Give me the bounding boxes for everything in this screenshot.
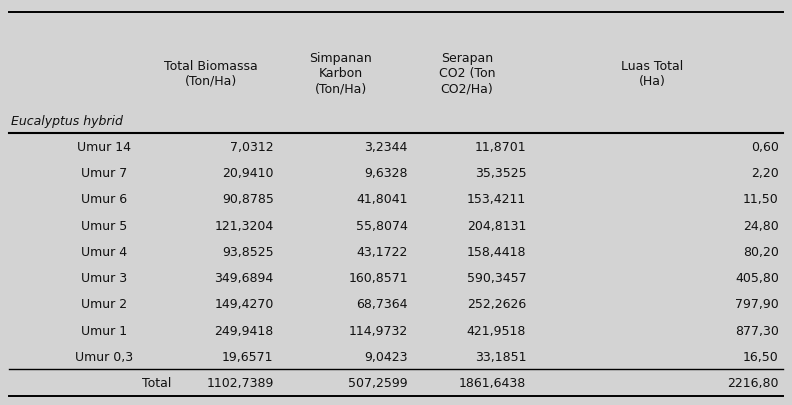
Text: Umur 6: Umur 6 bbox=[81, 193, 127, 206]
Text: Umur 1: Umur 1 bbox=[81, 324, 127, 337]
Text: Simpanan
Karbon
(Ton/Ha): Simpanan Karbon (Ton/Ha) bbox=[310, 52, 372, 95]
Text: 41,8041: 41,8041 bbox=[356, 193, 408, 206]
Text: Umur 2: Umur 2 bbox=[81, 298, 127, 311]
Text: 2216,80: 2216,80 bbox=[727, 376, 779, 389]
Text: Total: Total bbox=[142, 376, 171, 389]
Text: Luas Total
(Ha): Luas Total (Ha) bbox=[622, 60, 683, 88]
Text: 405,80: 405,80 bbox=[735, 271, 779, 284]
Text: 1861,6438: 1861,6438 bbox=[459, 376, 526, 389]
Text: 93,8525: 93,8525 bbox=[222, 245, 274, 258]
Text: 11,8701: 11,8701 bbox=[474, 141, 526, 153]
Text: 590,3457: 590,3457 bbox=[466, 271, 526, 284]
Text: 19,6571: 19,6571 bbox=[223, 350, 274, 363]
Text: 55,8074: 55,8074 bbox=[356, 219, 408, 232]
Text: Umur 0,3: Umur 0,3 bbox=[75, 350, 133, 363]
Text: 507,2599: 507,2599 bbox=[348, 376, 408, 389]
Text: 153,4211: 153,4211 bbox=[467, 193, 526, 206]
Text: Umur 3: Umur 3 bbox=[81, 271, 127, 284]
Text: 797,90: 797,90 bbox=[735, 298, 779, 311]
Text: 7,0312: 7,0312 bbox=[230, 141, 274, 153]
Text: 252,2626: 252,2626 bbox=[467, 298, 526, 311]
Text: 3,2344: 3,2344 bbox=[364, 141, 408, 153]
Text: 421,9518: 421,9518 bbox=[466, 324, 526, 337]
Text: 9,0423: 9,0423 bbox=[364, 350, 408, 363]
Text: 43,1722: 43,1722 bbox=[356, 245, 408, 258]
Text: 20,9410: 20,9410 bbox=[223, 167, 274, 180]
Text: 9,6328: 9,6328 bbox=[364, 167, 408, 180]
Text: 0,60: 0,60 bbox=[751, 141, 779, 153]
Text: 149,4270: 149,4270 bbox=[215, 298, 274, 311]
Text: Umur 14: Umur 14 bbox=[77, 141, 131, 153]
Text: 68,7364: 68,7364 bbox=[356, 298, 408, 311]
Text: Total Biomassa
(Ton/Ha): Total Biomassa (Ton/Ha) bbox=[164, 60, 257, 88]
Text: 16,50: 16,50 bbox=[743, 350, 779, 363]
Text: 2,20: 2,20 bbox=[751, 167, 779, 180]
Text: 90,8785: 90,8785 bbox=[222, 193, 274, 206]
Text: 121,3204: 121,3204 bbox=[215, 219, 274, 232]
Text: 24,80: 24,80 bbox=[743, 219, 779, 232]
Text: 160,8571: 160,8571 bbox=[348, 271, 408, 284]
Text: 877,30: 877,30 bbox=[735, 324, 779, 337]
Text: 249,9418: 249,9418 bbox=[215, 324, 274, 337]
Text: 114,9732: 114,9732 bbox=[348, 324, 408, 337]
Text: Eucalyptus hybrid: Eucalyptus hybrid bbox=[11, 115, 123, 128]
Text: 11,50: 11,50 bbox=[743, 193, 779, 206]
Text: Serapan
CO2 (Ton
CO2/Ha): Serapan CO2 (Ton CO2/Ha) bbox=[439, 52, 495, 95]
Text: 204,8131: 204,8131 bbox=[466, 219, 526, 232]
Text: 80,20: 80,20 bbox=[743, 245, 779, 258]
Text: Umur 4: Umur 4 bbox=[81, 245, 127, 258]
Text: 1102,7389: 1102,7389 bbox=[206, 376, 274, 389]
Text: 35,3525: 35,3525 bbox=[474, 167, 526, 180]
Text: Umur 7: Umur 7 bbox=[81, 167, 127, 180]
Text: 33,1851: 33,1851 bbox=[474, 350, 526, 363]
Text: 158,4418: 158,4418 bbox=[466, 245, 526, 258]
Text: 349,6894: 349,6894 bbox=[215, 271, 274, 284]
Text: Umur 5: Umur 5 bbox=[81, 219, 127, 232]
